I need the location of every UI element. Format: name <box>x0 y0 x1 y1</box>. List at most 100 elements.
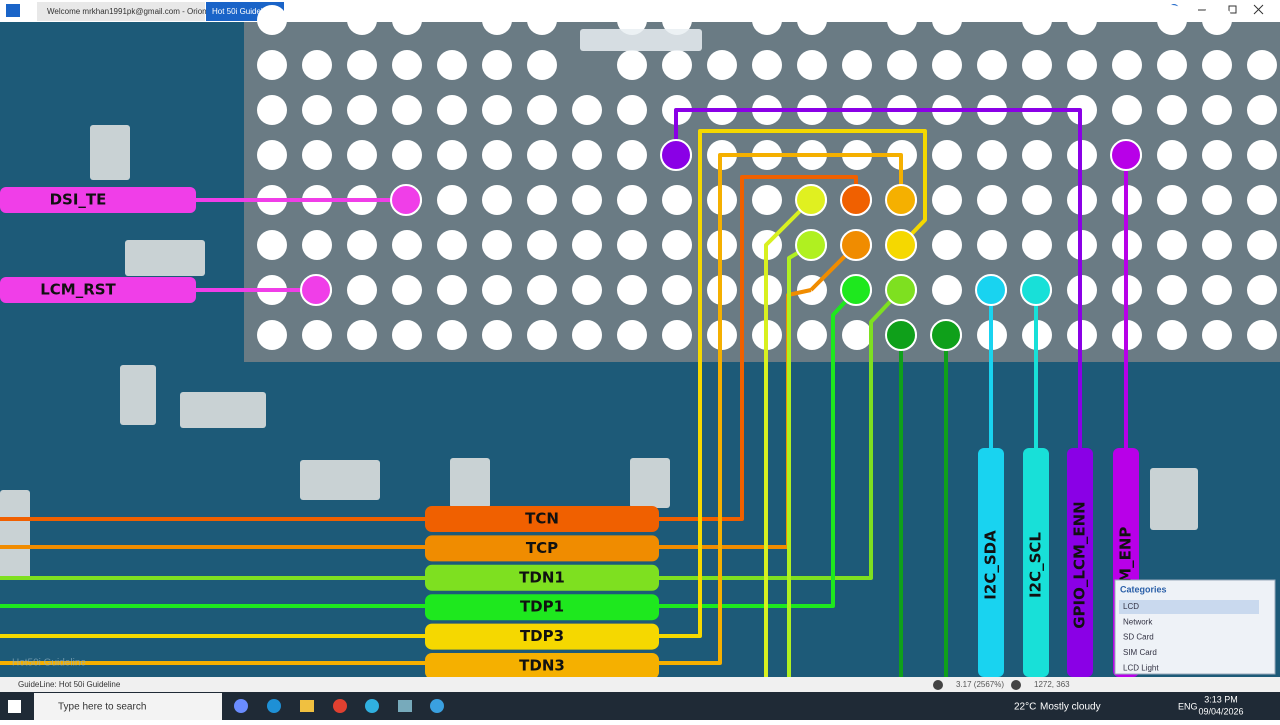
ball <box>392 95 422 125</box>
ball <box>1157 230 1187 260</box>
ball <box>662 50 692 80</box>
ball <box>617 140 647 170</box>
pad-label-box <box>0 277 196 303</box>
ball <box>932 275 962 305</box>
ball <box>617 50 647 80</box>
toolbar[interactable] <box>580 29 702 51</box>
ball <box>617 5 647 35</box>
ball <box>1247 230 1277 260</box>
ball <box>617 95 647 125</box>
clock-date: 09/04/2026 <box>1198 706 1243 716</box>
ball <box>1202 320 1232 350</box>
ball <box>482 275 512 305</box>
ball <box>977 185 1007 215</box>
pad-label: I2C_SDA <box>982 530 1000 600</box>
pad-label: DSI_TE <box>50 191 107 209</box>
ball <box>977 50 1007 80</box>
category-item[interactable]: LCD <box>1123 602 1139 611</box>
zoom-in[interactable] <box>1011 680 1021 690</box>
ball <box>347 275 377 305</box>
ball <box>527 5 557 35</box>
ball <box>1157 50 1187 80</box>
ball <box>437 275 467 305</box>
category-item[interactable]: LCD Light <box>1123 663 1159 672</box>
ball <box>257 320 287 350</box>
ball <box>482 140 512 170</box>
pad-label: I2C_SCL <box>1027 532 1045 598</box>
taskbar-apps[interactable] <box>234 699 444 713</box>
ball <box>1022 230 1052 260</box>
zoom-out[interactable] <box>933 680 943 690</box>
ball <box>527 95 557 125</box>
ball <box>932 50 962 80</box>
ball <box>482 50 512 80</box>
ball <box>1022 140 1052 170</box>
app-icon[interactable] <box>6 4 20 17</box>
status-bar <box>0 677 1280 692</box>
ball <box>1202 185 1232 215</box>
ball <box>1022 5 1052 35</box>
ball <box>527 320 557 350</box>
ball <box>392 230 422 260</box>
ball <box>1112 50 1142 80</box>
ball <box>1247 95 1277 125</box>
ball <box>707 50 737 80</box>
pad-label-box <box>1067 448 1093 677</box>
ball <box>437 50 467 80</box>
categories-panel <box>1114 579 1276 675</box>
ball <box>392 50 422 80</box>
pad-label: TCN <box>525 510 559 528</box>
ball <box>1202 140 1232 170</box>
category-item[interactable]: Network <box>1123 617 1153 626</box>
ball <box>572 320 602 350</box>
ball <box>482 95 512 125</box>
ball <box>257 50 287 80</box>
pad-label: TDN1 <box>519 568 565 586</box>
ball <box>1202 230 1232 260</box>
tab[interactable] <box>37 2 205 21</box>
start-button[interactable] <box>8 700 21 713</box>
tab-label: Hot 50i Guideline <box>212 7 274 16</box>
ball <box>257 5 287 35</box>
ball <box>1067 50 1097 80</box>
ball <box>392 320 422 350</box>
ball <box>842 50 872 80</box>
ball <box>347 95 377 125</box>
ball <box>437 140 467 170</box>
ball <box>392 5 422 35</box>
pads <box>300 139 1142 351</box>
status-zoom: 3.17 (2567%) <box>956 680 1004 689</box>
ball <box>572 185 602 215</box>
search-box[interactable] <box>34 693 222 720</box>
ball <box>1157 320 1187 350</box>
categories-title: Categories <box>1120 584 1167 594</box>
temperature: 22°C <box>1014 702 1036 713</box>
ball <box>752 50 782 80</box>
ball <box>752 185 782 215</box>
ball <box>977 230 1007 260</box>
ball <box>257 230 287 260</box>
ball <box>1157 185 1187 215</box>
ball <box>257 95 287 125</box>
category-item[interactable]: SD Card <box>1123 633 1154 642</box>
ball <box>932 5 962 35</box>
ball <box>932 185 962 215</box>
category-item[interactable]: SIM Card <box>1123 648 1157 657</box>
ball <box>662 320 692 350</box>
ball <box>1247 275 1277 305</box>
ball <box>1157 5 1187 35</box>
pad-label-box <box>425 506 659 532</box>
ball <box>1067 5 1097 35</box>
ball <box>392 140 422 170</box>
pad-label: TDN3 <box>519 657 565 675</box>
ball <box>302 320 332 350</box>
ball <box>1157 275 1187 305</box>
pad-label-box <box>425 653 659 679</box>
ball <box>482 185 512 215</box>
ball <box>932 230 962 260</box>
ball <box>1247 185 1277 215</box>
ball <box>797 5 827 35</box>
ball <box>392 275 422 305</box>
ball <box>437 230 467 260</box>
